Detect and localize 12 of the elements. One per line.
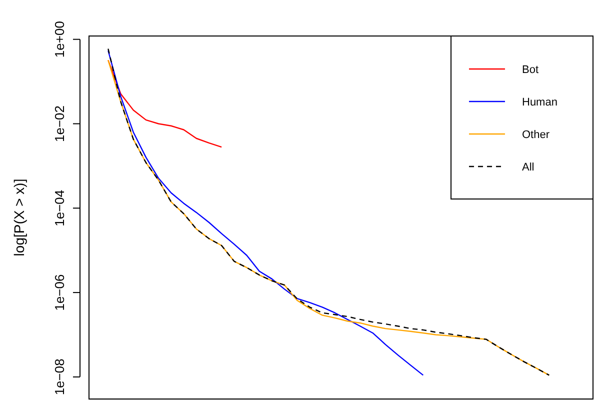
line-series	[108, 50, 424, 376]
y-tick-label: 1e−06	[52, 274, 67, 311]
y-tick-label: 1e−08	[52, 358, 67, 396]
y-tick-label: 1e+00	[52, 21, 67, 58]
legend-label: Human	[522, 96, 558, 108]
line-series	[108, 60, 222, 148]
legend-label: All	[522, 162, 534, 174]
y-axis-title: log[P(X > x)]	[11, 178, 27, 256]
legend-label: Bot	[522, 64, 539, 76]
y-tick-label: 1e−02	[52, 105, 67, 142]
legend-label: Other	[522, 129, 550, 141]
y-tick-label: 1e−04	[52, 190, 67, 226]
